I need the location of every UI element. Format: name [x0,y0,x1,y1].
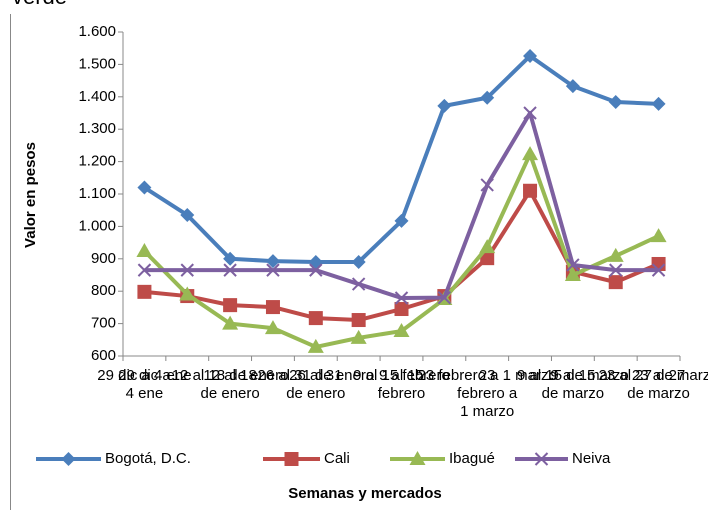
y-tick-label: 600 [91,347,116,364]
x-tick-label: 23 al 27 de marzo23 al 27 de marzo [599,367,708,402]
marker [223,251,238,266]
x-axis-title: Semanas y mercados [288,485,441,502]
y-tick-label: 1.100 [78,185,116,202]
marker [180,263,194,277]
y-tick-label: 1.200 [78,153,116,170]
marker [608,94,623,109]
marker [265,300,280,315]
chart-title: verde [12,0,67,9]
marker [650,228,667,243]
marker [284,452,299,466]
marker [265,254,280,269]
y-tick-label: 800 [91,282,116,299]
marker [180,208,195,223]
marker [307,338,324,353]
legend-label: Ibagué [449,450,495,467]
legend-label: Neiva [572,450,611,467]
y-tick-label: 1.000 [78,217,116,234]
marker [437,290,452,305]
marker [480,90,495,105]
marker [351,313,366,328]
marker [534,452,549,466]
marker [651,263,666,277]
y-axis-title: Valor en pesos [22,142,39,248]
marker [222,315,239,330]
marker [266,263,280,277]
legend-label: Bogotá, D.C. [105,450,191,467]
marker [137,263,152,277]
marker [564,267,581,281]
marker [308,255,323,270]
marker [480,251,495,266]
marker [394,291,409,305]
y-tick-label: 700 [91,315,116,332]
marker [136,243,153,258]
marker [137,284,152,299]
marker [264,320,281,335]
marker [309,263,323,277]
series-line [144,188,660,323]
y-tick-label: 900 [91,250,116,267]
marker [137,180,152,195]
marker [607,247,624,262]
marker [522,146,539,161]
marker [393,323,410,338]
marker [565,79,580,94]
marker [480,178,494,192]
marker [609,263,623,277]
marker [223,263,237,277]
y-tick-label: 1.500 [78,55,116,72]
marker [523,106,537,120]
marker [308,311,323,326]
marker [437,98,452,113]
marker [523,48,538,63]
y-tick-label: 1.400 [78,88,116,105]
marker [61,452,76,466]
marker [409,451,426,465]
marker [651,96,666,111]
legend-label: Cali [324,450,350,467]
marker [566,258,580,272]
marker [479,239,496,254]
marker [350,329,367,344]
series-line [143,53,659,265]
y-tick-label: 1.300 [78,120,116,137]
marker [179,286,196,301]
marker [608,275,623,290]
marker [351,255,366,270]
marker [523,183,538,198]
marker [223,298,238,313]
y-tick-label: 1.600 [78,23,116,40]
marker [351,277,366,291]
marker [394,302,409,317]
marker [394,213,409,228]
